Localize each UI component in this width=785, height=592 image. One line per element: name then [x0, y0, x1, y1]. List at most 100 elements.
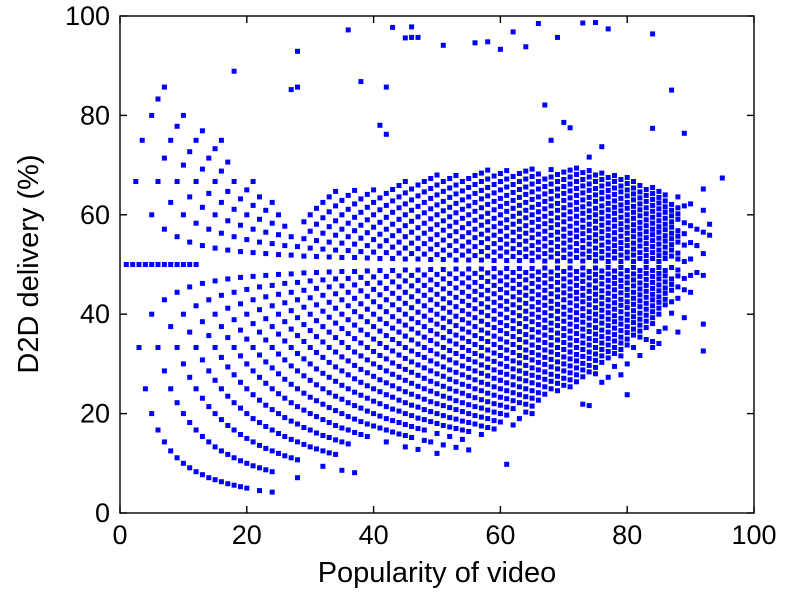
data-point [669, 281, 675, 287]
data-point [168, 324, 174, 330]
data-point [504, 233, 510, 239]
data-point [421, 407, 427, 413]
data-point [409, 272, 415, 278]
data-point [320, 448, 326, 454]
data-point [478, 336, 484, 342]
data-point [377, 207, 383, 213]
data-point [523, 401, 529, 407]
data-point [326, 299, 332, 305]
data-point [352, 349, 358, 355]
data-point [415, 235, 421, 241]
data-point [504, 192, 510, 198]
data-point [593, 218, 598, 224]
data-point [466, 185, 472, 190]
data-point [371, 423, 377, 429]
data-point [459, 225, 465, 231]
data-point [193, 345, 199, 350]
data-point [263, 359, 269, 365]
data-point [574, 275, 579, 281]
data-point [618, 177, 624, 182]
data-point [605, 194, 611, 200]
data-point [561, 304, 567, 310]
data-point [447, 204, 453, 210]
data-point [257, 374, 262, 380]
data-point [218, 448, 224, 454]
data-point [459, 280, 465, 286]
data-point [548, 371, 554, 377]
data-point [656, 294, 662, 300]
data-point [364, 421, 370, 427]
data-point [624, 392, 630, 398]
data-point [307, 377, 313, 383]
data-point [447, 415, 453, 421]
data-point [288, 289, 294, 295]
data-point [535, 247, 541, 253]
data-point [637, 353, 643, 358]
data-point [618, 302, 624, 308]
data-point [459, 289, 465, 295]
data-point [415, 246, 421, 252]
data-point [548, 291, 554, 297]
data-point [561, 197, 567, 203]
data-point [225, 423, 231, 428]
data-point [485, 373, 491, 379]
y-tick-label: 100 [65, 1, 110, 31]
data-point [352, 362, 358, 368]
data-point [599, 379, 605, 385]
data-point [180, 361, 186, 367]
data-point [218, 324, 224, 330]
data-point [561, 226, 567, 232]
data-point [478, 292, 484, 298]
data-point [409, 316, 415, 322]
data-point [459, 308, 465, 314]
data-point [599, 144, 605, 150]
data-point [409, 359, 415, 365]
data-point [193, 262, 199, 267]
data-point [650, 238, 656, 244]
data-point [282, 243, 288, 249]
data-point [516, 289, 522, 295]
data-point [199, 280, 205, 286]
data-point [567, 286, 573, 292]
data-point [624, 255, 630, 261]
data-point [631, 185, 636, 191]
data-point [193, 427, 199, 433]
data-point [244, 411, 250, 417]
data-point [168, 137, 174, 143]
data-point [390, 187, 396, 192]
data-point [434, 341, 440, 347]
data-point [497, 286, 503, 292]
data-point [396, 273, 402, 279]
data-point [364, 395, 370, 401]
data-point [529, 395, 535, 401]
data-point [345, 220, 351, 226]
data-point [491, 401, 497, 407]
data-point [516, 281, 522, 287]
data-point [168, 199, 174, 205]
data-point [244, 485, 250, 491]
data-point [339, 368, 345, 374]
data-point [257, 239, 262, 245]
data-point [580, 183, 586, 189]
data-point [650, 185, 656, 190]
data-point [605, 342, 611, 348]
data-point [212, 212, 218, 218]
data-point [669, 207, 675, 213]
data-point [339, 197, 345, 203]
data-point [282, 223, 288, 229]
data-point [250, 226, 256, 232]
data-point [428, 388, 434, 394]
data-point [276, 391, 281, 397]
data-point [409, 402, 415, 408]
data-point [643, 211, 649, 217]
data-point [364, 383, 370, 389]
data-point [206, 333, 212, 339]
data-point [371, 249, 377, 255]
data-point [523, 207, 529, 213]
data-point [593, 338, 598, 343]
data-point [580, 231, 586, 237]
data-point [352, 228, 358, 234]
data-point [656, 188, 662, 194]
data-point [263, 467, 269, 473]
data-point [269, 386, 275, 392]
